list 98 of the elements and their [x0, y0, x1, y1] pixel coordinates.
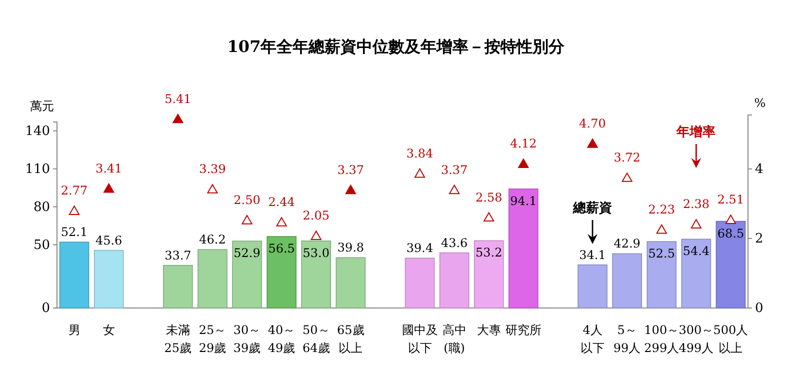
- x-tick-label: 男: [68, 323, 80, 337]
- x-tick-label: 國中及以下: [402, 323, 438, 355]
- y2-tick-label: 0: [755, 301, 764, 316]
- data-label: 39.8: [337, 240, 364, 255]
- bar: [94, 250, 124, 308]
- data-label: 2.77: [60, 184, 88, 198]
- data-label: 3.37: [440, 162, 468, 177]
- data-label: 5.41: [164, 92, 192, 106]
- bar: [301, 240, 332, 308]
- bar: [59, 242, 90, 308]
- data-label: 2.51: [717, 192, 744, 207]
- bar: [439, 252, 470, 308]
- data-label: 52.9: [234, 246, 260, 260]
- bar: [716, 220, 746, 308]
- bar: [232, 240, 262, 308]
- point: [104, 183, 114, 193]
- x-tick-label: 100～299人: [644, 323, 680, 355]
- point: [242, 215, 252, 224]
- x-tick-label: 研究所: [505, 323, 542, 337]
- data-label: 43.6: [440, 236, 468, 250]
- data-label: 34.1: [579, 248, 606, 262]
- point: [656, 224, 667, 234]
- bar: [578, 264, 608, 308]
- data-label: 56.5: [268, 242, 295, 256]
- point: [207, 184, 218, 194]
- data-label: 2.50: [234, 193, 260, 208]
- bar: [198, 249, 228, 308]
- point: [690, 219, 702, 229]
- data-label: 4.70: [579, 116, 606, 131]
- point: [725, 214, 736, 224]
- bar: [681, 238, 712, 308]
- x-tick-label: 高中(職): [442, 323, 466, 355]
- y-tick-label: 0: [42, 301, 50, 316]
- data-label: 3.37: [337, 162, 364, 177]
- point: [484, 212, 494, 222]
- x-tick-label: 女: [102, 323, 115, 337]
- data-label: 3.84: [406, 146, 434, 160]
- point: [518, 158, 529, 168]
- bar: [646, 241, 677, 308]
- point: [414, 168, 426, 178]
- data-label: 52.5: [648, 246, 675, 261]
- y-tick-label: 110: [25, 162, 50, 177]
- point: [68, 206, 80, 215]
- x-tick-label: 25～29歲: [198, 323, 226, 355]
- data-label: 53.2: [476, 246, 502, 260]
- x-tick-label: 65歲以上: [337, 323, 364, 355]
- annotation: 年增率: [676, 124, 716, 140]
- x-tick-label: 300～499人: [678, 323, 714, 355]
- data-label: 94.1: [510, 194, 537, 208]
- chart-title: 107年全年總薪資中位數及年增率－按特性別分: [227, 37, 566, 56]
- data-label: 68.5: [717, 226, 744, 240]
- point: [587, 138, 598, 148]
- y-tick-label: 50: [33, 238, 50, 253]
- data-label: 2.44: [268, 195, 296, 210]
- data-label: 2.38: [682, 197, 710, 212]
- x-tick-label: 大專: [476, 323, 501, 337]
- data-label: 52.1: [60, 225, 88, 240]
- point: [276, 217, 287, 226]
- x-tick-label: 4人以下: [580, 323, 605, 355]
- data-label: 53.0: [302, 246, 330, 260]
- point: [345, 184, 356, 194]
- data-label: 2.23: [648, 202, 675, 216]
- bar: [266, 236, 296, 308]
- data-label: 54.4: [682, 244, 710, 258]
- y2-axis-title: %: [754, 96, 766, 110]
- bar: [474, 240, 504, 308]
- x-tick-label: 未滿25歲: [164, 323, 192, 355]
- data-label: 42.9: [614, 236, 640, 251]
- data-label: 4.12: [510, 136, 537, 151]
- x-tick-label: 50～64歲: [302, 323, 330, 355]
- data-label: 3.41: [95, 161, 122, 176]
- y2-tick-label: 4: [755, 162, 764, 178]
- point: [622, 172, 632, 182]
- data-label: 46.2: [199, 232, 226, 247]
- data-label: 45.6: [95, 233, 122, 248]
- bar: [404, 258, 435, 308]
- point: [172, 114, 184, 124]
- x-tick-label: 500人以上: [713, 323, 748, 355]
- data-label: 2.05: [302, 208, 330, 223]
- data-label: 39.4: [406, 241, 434, 256]
- data-label: 33.7: [164, 248, 192, 262]
- y-axis-title: 萬元: [30, 99, 54, 113]
- bar: [163, 264, 193, 308]
- data-label: 2.58: [476, 190, 502, 204]
- bar: [508, 188, 538, 308]
- x-tick-label: 5～99人: [613, 323, 641, 355]
- x-tick-label: 40～49歲: [268, 323, 296, 355]
- y2-tick-label: 2: [755, 232, 764, 247]
- bar: [612, 253, 642, 308]
- bar: [336, 257, 366, 308]
- x-tick-label: 30～39歲: [233, 323, 261, 355]
- y-tick-label: 80: [33, 200, 50, 215]
- data-label: 3.72: [614, 150, 640, 165]
- point: [310, 230, 322, 240]
- annotation: 總薪資: [572, 200, 612, 216]
- point: [449, 184, 460, 194]
- y-tick-label: 140: [25, 124, 50, 140]
- data-label: 3.39: [199, 162, 226, 176]
